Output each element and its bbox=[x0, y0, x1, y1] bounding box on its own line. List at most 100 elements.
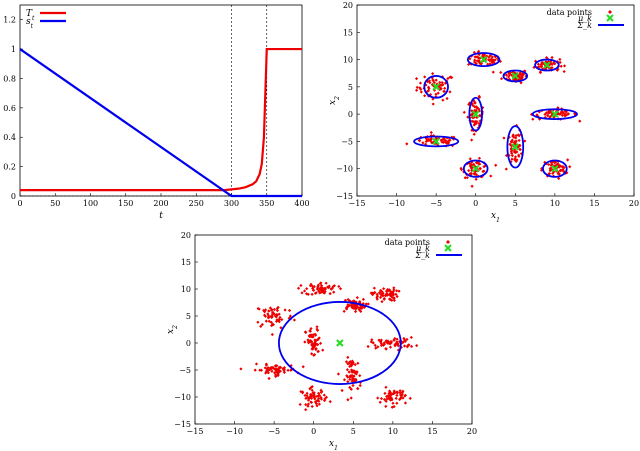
data-point bbox=[462, 110, 466, 114]
data-point bbox=[315, 287, 319, 291]
data-point bbox=[352, 306, 357, 310]
plot-frame bbox=[19, 4, 303, 197]
data-point bbox=[477, 121, 481, 126]
legend-swatch-mu bbox=[444, 244, 452, 252]
data-point bbox=[477, 59, 481, 63]
data-point bbox=[277, 312, 281, 316]
data-point bbox=[380, 293, 384, 297]
covariance-ellipse bbox=[277, 301, 402, 385]
data-point bbox=[556, 172, 560, 176]
data-point bbox=[438, 87, 442, 92]
data-point bbox=[518, 72, 522, 76]
mean-marker bbox=[551, 110, 559, 118]
x-tick-label: 100 bbox=[83, 199, 98, 208]
data-point bbox=[407, 343, 411, 347]
data-point bbox=[274, 374, 278, 379]
data-point bbox=[313, 341, 318, 345]
data-point bbox=[557, 176, 561, 181]
data-point bbox=[472, 99, 476, 103]
data-point bbox=[378, 295, 383, 299]
data-point bbox=[478, 167, 482, 171]
data-point bbox=[304, 408, 308, 412]
data-point bbox=[259, 368, 264, 372]
data-point bbox=[317, 397, 321, 401]
y-tick-label: −10 bbox=[336, 165, 353, 174]
data-point bbox=[342, 309, 346, 313]
data-point bbox=[396, 344, 400, 348]
data-point bbox=[351, 369, 355, 373]
data-point bbox=[310, 292, 314, 296]
data-point bbox=[270, 308, 274, 312]
data-point bbox=[402, 336, 406, 341]
x-tick-label: 5 bbox=[513, 199, 518, 208]
data-point bbox=[446, 76, 450, 81]
data-point bbox=[551, 171, 555, 175]
data-point bbox=[427, 79, 431, 83]
data-point bbox=[271, 311, 276, 316]
data-point bbox=[477, 56, 481, 60]
data-point bbox=[379, 343, 384, 348]
y-tick-label: −5 bbox=[341, 137, 353, 146]
data-point bbox=[346, 375, 350, 379]
data-point bbox=[399, 394, 403, 398]
data-point bbox=[257, 307, 261, 311]
data-point bbox=[373, 290, 377, 295]
x-tick-label: −15 bbox=[349, 199, 366, 208]
x-tick-label: −10 bbox=[226, 427, 243, 436]
data-point bbox=[376, 396, 380, 400]
data-point bbox=[441, 137, 445, 142]
data-point bbox=[475, 106, 479, 110]
data-point bbox=[267, 315, 271, 319]
data-point bbox=[415, 85, 419, 89]
data-point bbox=[507, 71, 511, 75]
data-point bbox=[311, 284, 315, 288]
data-point bbox=[394, 396, 398, 400]
y-tick-label: 0.2 bbox=[3, 163, 16, 172]
data-point bbox=[366, 344, 370, 349]
data-point bbox=[319, 395, 323, 400]
data-point bbox=[529, 112, 534, 116]
data-point bbox=[438, 80, 442, 85]
data-point bbox=[310, 385, 314, 389]
data-point bbox=[312, 395, 316, 399]
data-point bbox=[509, 150, 513, 154]
x-tick-label: 350 bbox=[259, 199, 274, 208]
data-point bbox=[513, 155, 518, 159]
data-point bbox=[391, 401, 395, 405]
data-point bbox=[550, 55, 554, 60]
data-point bbox=[548, 63, 552, 67]
legend-label-data-points: data points bbox=[547, 8, 592, 17]
data-point bbox=[306, 404, 310, 408]
data-point bbox=[395, 401, 399, 405]
data-point bbox=[316, 343, 320, 347]
x-tick-label: 200 bbox=[153, 199, 168, 208]
covariance-ellipse bbox=[542, 159, 568, 178]
data-point bbox=[379, 288, 383, 292]
data-point bbox=[306, 396, 310, 400]
data-point bbox=[539, 64, 543, 69]
data-point bbox=[379, 340, 383, 344]
legend-swatch-mu bbox=[606, 14, 614, 22]
x-tick-label: 15 bbox=[589, 199, 599, 208]
data-point bbox=[474, 55, 478, 59]
data-point bbox=[348, 374, 352, 378]
data-point bbox=[382, 341, 386, 345]
data-point bbox=[269, 365, 273, 370]
data-point bbox=[308, 395, 312, 399]
data-point bbox=[277, 320, 281, 324]
y-axis-label: x2 bbox=[166, 325, 179, 334]
data-point bbox=[321, 348, 325, 352]
data-point bbox=[392, 288, 396, 292]
data-point bbox=[398, 396, 403, 400]
data-point bbox=[343, 298, 348, 302]
data-point bbox=[424, 137, 428, 141]
data-point bbox=[266, 312, 270, 316]
data-point bbox=[443, 86, 447, 90]
data-point bbox=[348, 377, 352, 381]
y-tick-label: 20 bbox=[181, 231, 191, 240]
data-point bbox=[398, 389, 402, 393]
mean-marker bbox=[472, 165, 480, 173]
data-point bbox=[487, 55, 491, 59]
